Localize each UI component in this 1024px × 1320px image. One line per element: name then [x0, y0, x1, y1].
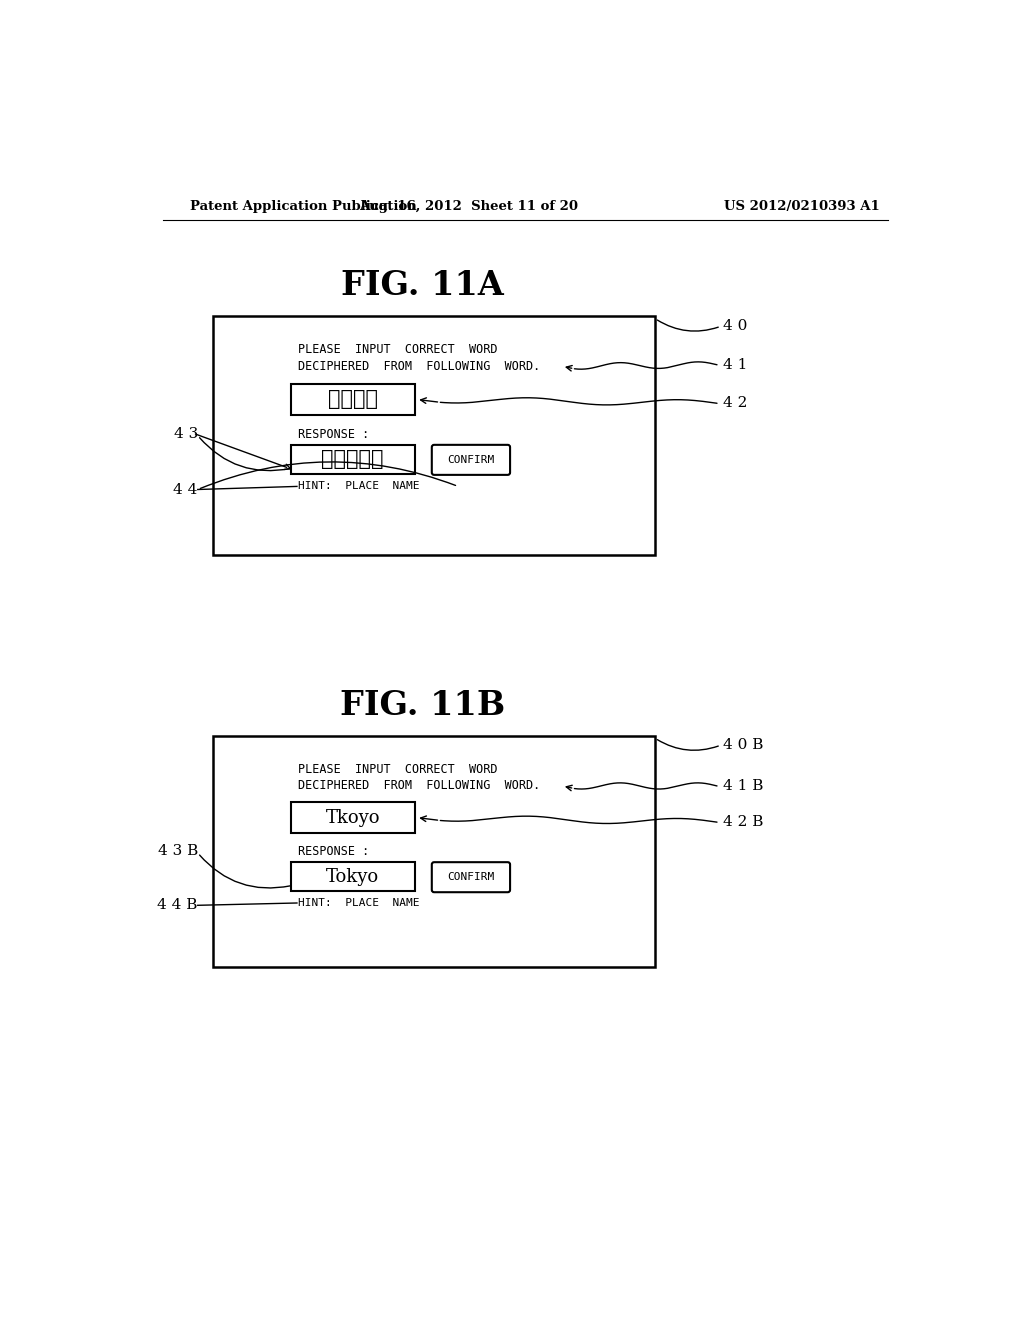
Text: DECIPHERED  FROM  FOLLOWING  WORD.: DECIPHERED FROM FOLLOWING WORD.	[299, 360, 541, 372]
FancyBboxPatch shape	[432, 445, 510, 475]
Text: Tokyo: Tokyo	[327, 867, 379, 886]
Text: US 2012/0210393 A1: US 2012/0210393 A1	[724, 199, 880, 213]
Text: 4 1 B: 4 1 B	[723, 779, 764, 793]
Text: PLEASE  INPUT  CORRECT  WORD: PLEASE INPUT CORRECT WORD	[299, 763, 498, 776]
Text: RESPONSE :: RESPONSE :	[299, 428, 370, 441]
FancyBboxPatch shape	[432, 862, 510, 892]
Text: 4 4 B: 4 4 B	[158, 899, 198, 912]
Text: CONFIRM: CONFIRM	[447, 455, 495, 465]
Bar	[213, 317, 655, 554]
Text: Tkoyo: Tkoyo	[326, 809, 380, 826]
Text: 4 1: 4 1	[723, 358, 748, 372]
Bar	[213, 737, 655, 966]
Text: RESPONSE :: RESPONSE :	[299, 845, 370, 858]
Text: 4 2 B: 4 2 B	[723, 816, 764, 829]
Text: 4 3: 4 3	[173, 428, 198, 441]
Text: DECIPHERED  FROM  FOLLOWING  WORD.: DECIPHERED FROM FOLLOWING WORD.	[299, 779, 541, 792]
Text: 4 0 B: 4 0 B	[723, 738, 764, 752]
Text: とうきう: とうきう	[328, 389, 378, 409]
Text: 4 3 B: 4 3 B	[158, 845, 198, 858]
Bar	[291, 384, 415, 414]
Text: CONFIRM: CONFIRM	[447, 873, 495, 882]
Text: Patent Application Publication: Patent Application Publication	[190, 199, 417, 213]
Text: 4 4: 4 4	[173, 483, 198, 496]
Text: 4 0: 4 0	[723, 319, 748, 333]
Text: Aug. 16, 2012  Sheet 11 of 20: Aug. 16, 2012 Sheet 11 of 20	[359, 199, 579, 213]
Text: FIG. 11B: FIG. 11B	[340, 689, 505, 722]
Bar	[291, 445, 415, 474]
Bar	[291, 803, 415, 833]
Text: HINT:  PLACE  NAME: HINT: PLACE NAME	[299, 482, 420, 491]
Text: とうきょう: とうきょう	[322, 450, 384, 470]
Text: HINT:  PLACE  NAME: HINT: PLACE NAME	[299, 898, 420, 908]
Text: FIG. 11A: FIG. 11A	[341, 269, 504, 302]
Text: 4 2: 4 2	[723, 396, 748, 411]
Text: PLEASE  INPUT  CORRECT  WORD: PLEASE INPUT CORRECT WORD	[299, 343, 498, 356]
Bar	[291, 862, 415, 891]
